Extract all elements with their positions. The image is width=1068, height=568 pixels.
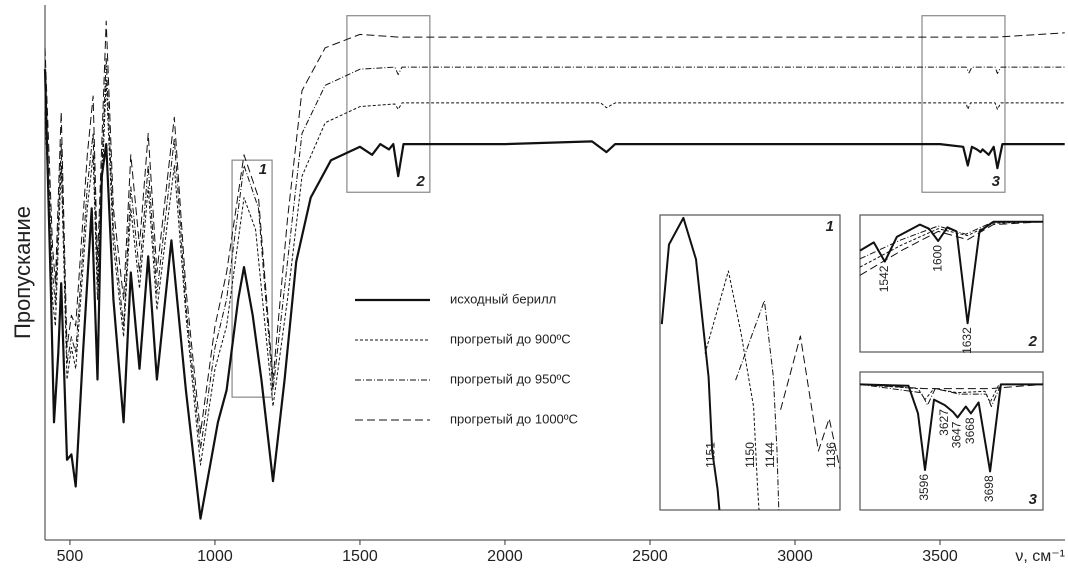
zoom-label: 3 <box>992 173 1001 190</box>
inset-label: 3 <box>1029 491 1038 508</box>
inset-frame <box>859 214 1044 353</box>
zoom-region <box>921 15 1006 193</box>
legend-label: исходный берилл <box>450 291 556 306</box>
zoom-label: 1 <box>259 161 267 178</box>
inset-frame <box>659 214 841 511</box>
spectrum-line <box>859 221 1044 268</box>
spectrum-line <box>735 300 780 511</box>
spectrum-line <box>44 20 1065 434</box>
spectrum-line <box>859 383 1043 407</box>
peak-label: 1150 <box>743 442 757 468</box>
peak-label: 3596 <box>917 474 931 501</box>
spectrum-line <box>859 383 1043 473</box>
inset-label: 1 <box>826 218 834 235</box>
peak-label: 3668 <box>963 417 977 444</box>
x-tick-label: 2000 <box>487 548 523 565</box>
spectrum-line <box>859 221 1043 260</box>
x-tick-label: 1000 <box>197 548 233 565</box>
spectrum-line <box>704 270 760 511</box>
spectrum-line <box>44 58 1065 450</box>
peak-label: 3698 <box>982 475 996 502</box>
zoom-region <box>231 159 273 398</box>
spectrum-line <box>43 69 1065 520</box>
inset-frame <box>859 371 1044 511</box>
spectrum-line <box>859 220 1043 325</box>
peak-label: 1144 <box>763 442 777 468</box>
peak-label: 1151 <box>704 442 718 468</box>
legend-label: прогретый до 1000ºC <box>450 411 578 426</box>
peak-label: 1136 <box>824 442 838 468</box>
legend-label: прогретый до 950ºC <box>450 371 571 386</box>
legend-label: прогретый до 900ºC <box>450 331 571 346</box>
y-axis-label: Пропускание <box>10 206 35 339</box>
spectrum-line <box>660 216 721 511</box>
inset-label: 2 <box>1028 333 1038 350</box>
x-tick-label: 3500 <box>922 548 958 565</box>
x-axis-label: ν, см⁻¹ <box>1015 548 1065 565</box>
spectrum-line <box>780 335 841 469</box>
x-tick-label: 3000 <box>777 548 813 565</box>
peak-label: 3647 <box>950 421 964 448</box>
spectrum-line <box>44 79 1065 466</box>
peak-label: 1542 <box>877 265 891 292</box>
x-tick-label: 500 <box>57 548 84 565</box>
zoom-region <box>346 15 431 193</box>
peak-label: 1600 <box>930 245 944 272</box>
spectrum-line <box>859 383 1044 390</box>
zoom-label: 2 <box>416 173 426 190</box>
peak-label: 1632 <box>960 327 974 354</box>
x-tick-label: 1500 <box>342 548 378 565</box>
peak-label: 3627 <box>937 409 951 436</box>
x-tick-label: 2500 <box>632 548 668 565</box>
spectrum-line <box>859 221 1044 276</box>
